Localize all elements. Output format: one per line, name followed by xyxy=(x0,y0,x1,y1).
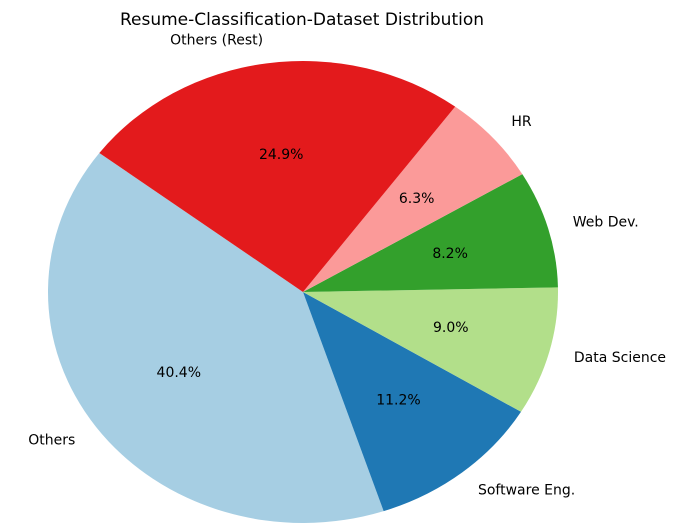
value-label: 24.9% xyxy=(259,147,303,163)
pie-slice xyxy=(303,292,522,512)
slice-label: Software Eng. xyxy=(478,483,575,499)
slice-label: Data Science xyxy=(574,350,666,366)
value-label: 8.2% xyxy=(432,246,468,262)
pie-slice xyxy=(303,106,523,293)
value-label: 9.0% xyxy=(433,320,469,336)
slice-label: HR xyxy=(511,114,532,130)
pie-slice xyxy=(303,174,558,292)
slice-label: Others (Rest) xyxy=(170,32,263,48)
pie-slice xyxy=(47,152,384,524)
chart-title: Resume-Classification-Dataset Distributi… xyxy=(120,10,484,30)
slice-label: Web Dev. xyxy=(573,214,639,230)
pie-slice xyxy=(99,60,456,292)
slice-label: Others xyxy=(28,432,75,448)
value-label: 6.3% xyxy=(399,191,435,207)
value-label: 40.4% xyxy=(157,365,201,381)
value-label: 11.2% xyxy=(376,392,420,408)
pie-slice xyxy=(303,287,559,412)
